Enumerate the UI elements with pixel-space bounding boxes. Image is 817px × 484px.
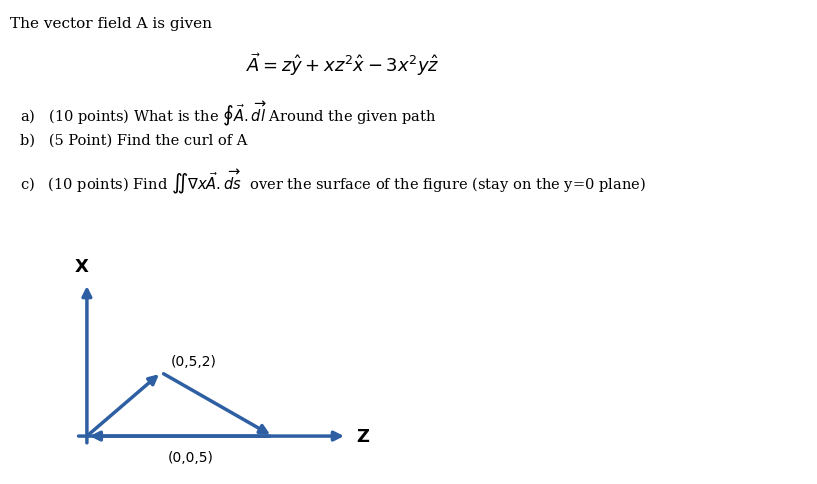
- Text: (0,0,5): (0,0,5): [168, 451, 214, 465]
- Text: (0,5,2): (0,5,2): [171, 354, 217, 368]
- Text: $\vec{A} = z\hat{y} + xz^2\hat{x} - 3x^2y\hat{z}$: $\vec{A} = z\hat{y} + xz^2\hat{x} - 3x^2…: [247, 51, 440, 77]
- Text: b)   (5 Point) Find the curl of A: b) (5 Point) Find the curl of A: [20, 133, 248, 147]
- Text: a)   (10 points) What is the $\oint \vec{A}.\overrightarrow{dl}$ Around the give: a) (10 points) What is the $\oint \vec{A…: [20, 99, 437, 127]
- Text: The vector field A is given: The vector field A is given: [10, 17, 212, 31]
- Text: Z: Z: [356, 427, 369, 445]
- Text: X: X: [74, 257, 88, 276]
- Text: c)   (10 points) Find $\iint \nabla x\vec{A}.\overrightarrow{ds}$  over the surf: c) (10 points) Find $\iint \nabla x\vec{…: [20, 167, 646, 195]
